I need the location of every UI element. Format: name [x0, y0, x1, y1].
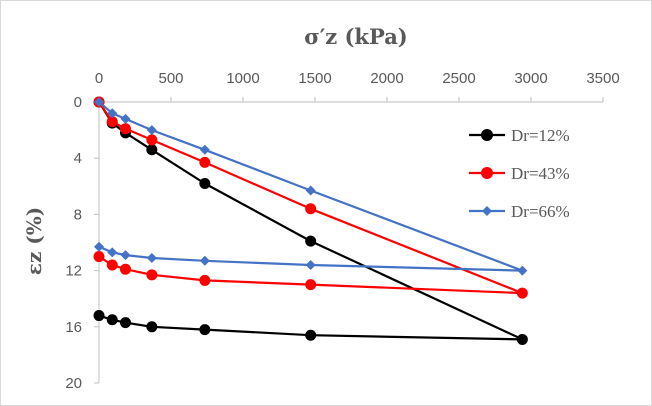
y-tick-label: 12: [65, 263, 82, 280]
series-Dr=66%: [94, 97, 528, 276]
data-point: [146, 269, 158, 281]
x-tick-label: 1500: [298, 70, 331, 87]
data-point: [106, 314, 118, 326]
legend-marker: [482, 206, 492, 216]
y-tick-label: 16: [65, 319, 82, 336]
y-tick-label: 8: [74, 206, 82, 223]
y-tick-label: 4: [74, 150, 82, 167]
data-point: [305, 279, 317, 291]
data-point: [199, 274, 211, 286]
data-point: [199, 255, 210, 266]
data-point: [146, 252, 157, 263]
legend-label: Dr=12%: [511, 126, 570, 145]
data-point: [94, 241, 104, 252]
data-point: [305, 185, 316, 196]
data-point: [516, 287, 528, 299]
legend-marker: [481, 129, 493, 141]
data-point: [146, 144, 158, 156]
data-point: [120, 250, 131, 261]
x-tick-label: 1000: [226, 70, 259, 87]
legend: Dr=12% Dr=43% Dr=66%: [465, 118, 605, 226]
data-point: [119, 317, 131, 329]
data-point: [93, 251, 105, 263]
data-point: [107, 108, 118, 119]
data-point: [146, 134, 158, 146]
data-point: [106, 116, 118, 128]
legend-label: Dr=43%: [511, 164, 570, 183]
data-point: [199, 324, 211, 336]
series-Dr=43%: [93, 96, 528, 299]
axes: 0 500 1000 1500 2000 2500 3000 3500 0 4 8 12 16 20: [65, 70, 619, 392]
x-tick-label: 3500: [586, 70, 619, 87]
series-group: [93, 96, 528, 345]
data-point: [146, 321, 158, 333]
data-point: [199, 156, 211, 168]
data-point: [305, 203, 317, 215]
legend-marker: [481, 167, 493, 179]
data-point: [305, 235, 317, 247]
data-point: [199, 144, 210, 155]
data-point: [119, 123, 131, 135]
data-point: [106, 259, 118, 271]
data-point: [146, 125, 157, 136]
x-tick-label: 500: [158, 70, 183, 87]
data-point: [120, 113, 131, 124]
data-point: [94, 97, 104, 107]
chart-title: σ′z (kPa): [304, 24, 408, 49]
x-tick-label: 2000: [370, 70, 403, 87]
data-point: [305, 329, 317, 341]
y-axis-label: εz (%): [22, 207, 46, 275]
data-point: [93, 310, 105, 322]
x-tick-label: 0: [95, 70, 103, 87]
data-point: [199, 177, 211, 189]
series-line: [98, 101, 524, 341]
legend-label: Dr=66%: [511, 202, 570, 221]
data-point: [119, 263, 131, 275]
x-tick-label: 3000: [514, 70, 547, 87]
y-tick-label: 20: [65, 375, 82, 392]
data-point: [107, 247, 118, 258]
data-point: [516, 333, 528, 345]
data-point: [517, 265, 528, 276]
data-point: [305, 259, 316, 270]
y-tick-label: 0: [74, 94, 82, 111]
x-tick-label: 2500: [442, 70, 475, 87]
